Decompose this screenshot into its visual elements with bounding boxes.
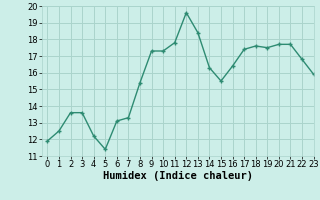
- X-axis label: Humidex (Indice chaleur): Humidex (Indice chaleur): [103, 171, 252, 181]
